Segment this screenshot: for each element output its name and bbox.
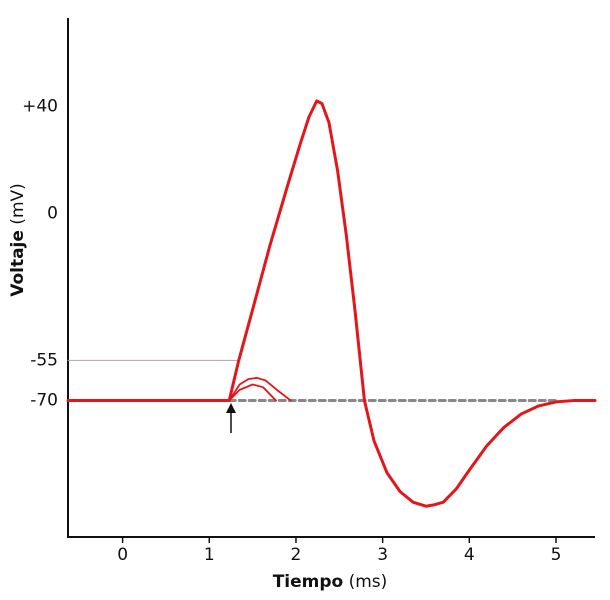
data-line <box>228 383 277 402</box>
data-line <box>228 376 292 402</box>
y-label-unit: (mV) <box>8 183 28 224</box>
x-axis-label: Tiempo (ms) <box>273 572 388 592</box>
y-tick-label: -70 <box>30 391 58 411</box>
stimulus-arrow <box>226 403 236 433</box>
y-axis-label: Voltaje (mV) <box>8 183 28 297</box>
x-tick-label: 5 <box>551 545 562 565</box>
x-tick-label: 4 <box>464 545 475 565</box>
y-tick-label: 0 <box>47 203 58 223</box>
x-label-name: Tiempo <box>273 572 344 592</box>
y-tick-label: +40 <box>22 96 58 116</box>
x-tick-label: 1 <box>204 545 215 565</box>
x-tick-label: 0 <box>117 545 128 565</box>
x-label-unit: (ms) <box>349 572 388 592</box>
x-tick-label: 2 <box>291 545 302 565</box>
y-tick-label: -55 <box>30 350 58 370</box>
y-label-name: Voltaje <box>8 230 28 297</box>
x-tick-label: 3 <box>377 545 388 565</box>
data-line <box>66 99 597 508</box>
